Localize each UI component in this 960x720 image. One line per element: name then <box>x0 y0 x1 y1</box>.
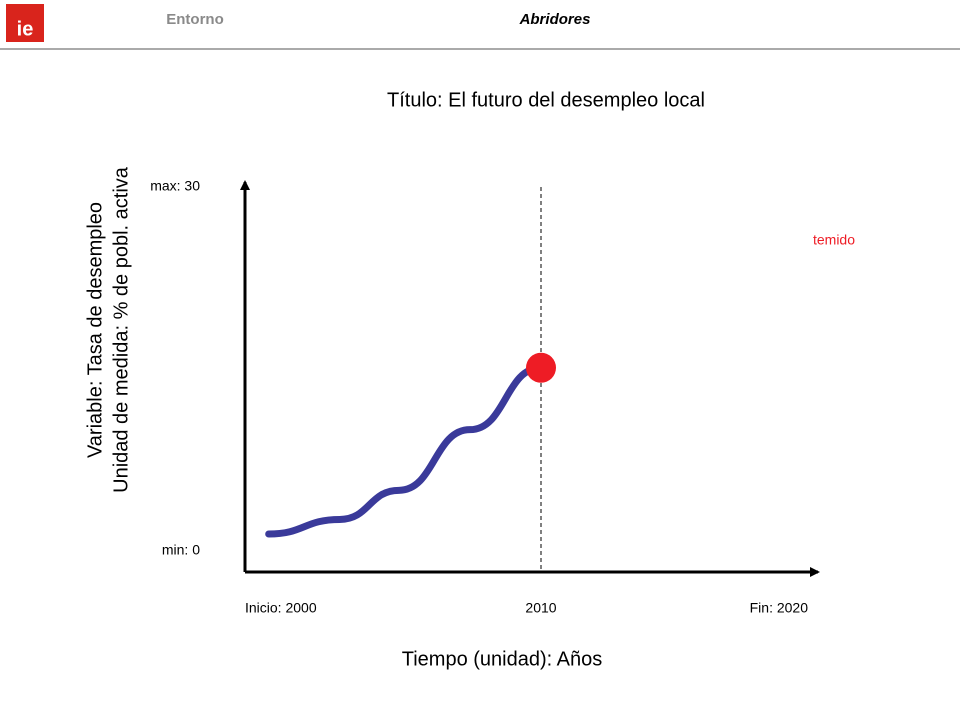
x-tick-label: Inicio: 2000 <box>245 600 317 616</box>
x-tick-label: 2010 <box>525 600 556 616</box>
annotation: temido <box>813 232 855 248</box>
line <box>265 364 545 538</box>
x-tick-label: Fin: 2020 <box>750 600 809 616</box>
section: Entorno <box>166 11 224 28</box>
logo: ie <box>17 18 34 40</box>
subsection: Abridores <box>519 11 591 28</box>
chart-title: Título: El futuro del desempleo local <box>387 89 705 111</box>
y-axis-title: Variable: Tasa de desempleo Unidad de me… <box>84 166 132 493</box>
logo-box <box>6 4 44 42</box>
current-point <box>526 352 556 383</box>
y-axis-title-line: Variable: Tasa de desempleo <box>84 202 106 458</box>
y-tick-label: min: 0 <box>162 542 200 558</box>
x-axis-title: Tiempo (unidad): Años <box>402 648 602 670</box>
y-tick-label: max: 30 <box>150 178 200 194</box>
y-axis-title-line: Unidad de medida: % de pobl. activa <box>110 166 132 493</box>
